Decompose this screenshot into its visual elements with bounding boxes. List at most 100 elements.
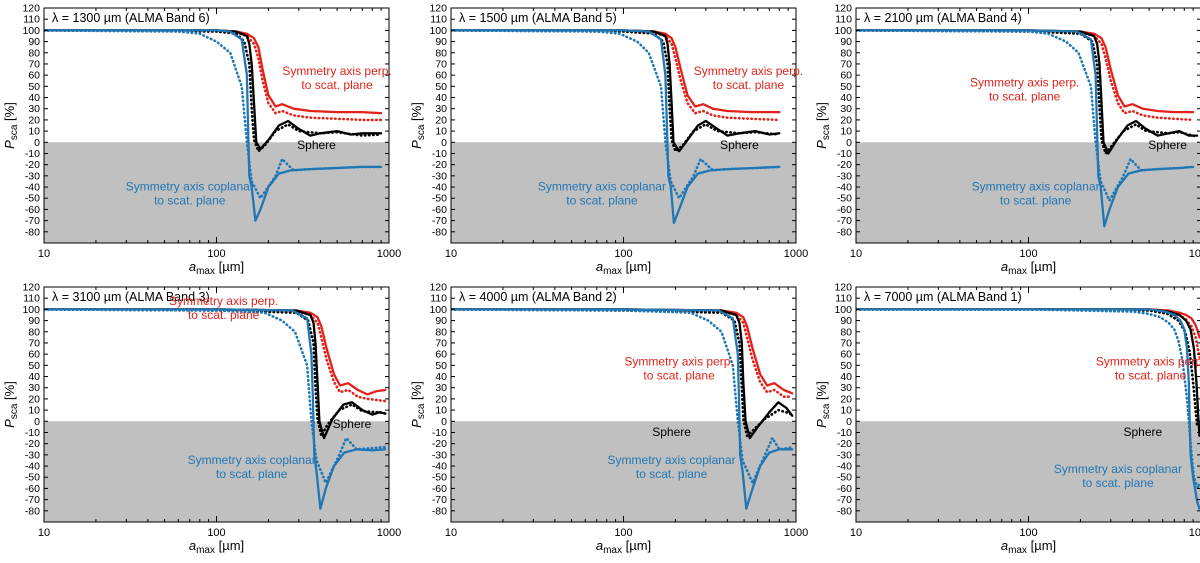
y-tick-label: 80 [840, 326, 852, 338]
y-tick-label: -80 [837, 505, 852, 517]
series-coplanar-dotted [856, 29, 1195, 202]
y-tick-label: 30 [435, 382, 447, 394]
y-tick-label: -40 [25, 182, 40, 194]
y-tick-label: 10 [840, 405, 852, 417]
y-tick-label: -10 [432, 427, 447, 439]
y-tick-label: 30 [840, 103, 852, 115]
y-tick-label: -60 [25, 204, 40, 216]
y-tick-label: 50 [840, 360, 852, 372]
y-tick-label: -20 [25, 438, 40, 450]
panel-title: λ = 1300 µm (ALMA Band 6) [52, 11, 210, 25]
negative-region-shade [451, 142, 796, 243]
series-group [856, 29, 1199, 228]
y-tick-label: -10 [432, 148, 447, 160]
x-tick-label: 1000 [1189, 248, 1200, 260]
y-tick-label: 100 [22, 25, 40, 37]
label-perp: Symmetry axis perp. to scat. plane [970, 75, 1079, 103]
y-tick-label: 50 [28, 360, 40, 372]
label-sphere: Sphere [1148, 138, 1187, 152]
y-tick-label: 70 [840, 337, 852, 349]
label-sphere: Sphere [297, 138, 336, 152]
y-tick-label: 10 [435, 405, 447, 417]
y-tick-label: -30 [837, 449, 852, 461]
y-axis-label: Psca [%] [409, 381, 427, 428]
panel-3: -80-70-60-50-40-30-20-100102030405060708… [814, 3, 1200, 277]
y-tick-label: -50 [25, 193, 40, 205]
y-tick-label: 30 [840, 382, 852, 394]
y-tick-label: 90 [435, 315, 447, 327]
x-tick-label: 1000 [784, 527, 808, 539]
series-coplanar-dotted [44, 308, 387, 485]
y-tick-label: -40 [837, 182, 852, 194]
y-tick-label: 60 [435, 349, 447, 361]
y-tick-label: -60 [432, 204, 447, 216]
y-tick-label: 40 [28, 371, 40, 383]
y-axis-label: Psca [%] [814, 102, 832, 149]
y-tick-label: -70 [25, 215, 40, 227]
y-axis-label: Psca [%] [409, 102, 427, 149]
negative-region-shade [856, 421, 1200, 522]
y-tick-label: -20 [837, 159, 852, 171]
y-tick-label: -50 [432, 193, 447, 205]
y-tick-label: -30 [837, 170, 852, 182]
panel-title: λ = 7000 µm (ALMA Band 1) [864, 290, 1022, 304]
y-tick-label: 0 [846, 416, 852, 428]
y-tick-label: 70 [435, 337, 447, 349]
y-tick-label: 0 [846, 137, 852, 149]
y-tick-label: -70 [837, 494, 852, 506]
y-tick-label: 100 [834, 304, 852, 316]
series-coplanar-solid [44, 308, 387, 510]
series-group [451, 308, 794, 510]
y-tick-label: -70 [432, 215, 447, 227]
y-tick-label: -70 [25, 494, 40, 506]
y-axis-label: Psca [%] [814, 381, 832, 428]
y-tick-label: -10 [25, 148, 40, 160]
y-tick-label: 90 [435, 36, 447, 48]
series-sphere-solid [44, 308, 387, 440]
x-axis-label: amax [µm] [596, 538, 651, 556]
panel-title: λ = 4000 µm (ALMA Band 2) [459, 290, 617, 304]
series-perp-dotted [856, 308, 1200, 359]
y-tick-label: 30 [435, 103, 447, 115]
y-tick-label: -40 [432, 461, 447, 473]
label-coplanar: Symmetry axis coplanar to scat. plane [1054, 462, 1182, 490]
y-tick-label: 120 [834, 282, 852, 294]
y-tick-label: 20 [435, 114, 447, 126]
series-group [44, 29, 383, 222]
y-tick-label: -20 [837, 438, 852, 450]
y-tick-label: 110 [430, 293, 447, 305]
series-coplanar-dotted [856, 308, 1200, 490]
x-axis-label: amax [µm] [189, 538, 244, 556]
y-tick-label: 50 [28, 81, 40, 93]
x-tick-label: 100 [207, 527, 225, 539]
x-tick-label: 10 [38, 527, 50, 539]
negative-region-shade [451, 421, 796, 522]
y-tick-label: 50 [435, 81, 447, 93]
x-tick-label: 10 [445, 527, 457, 539]
y-tick-label: -60 [432, 483, 447, 495]
series-perp-solid [44, 308, 387, 396]
y-tick-label: -20 [25, 159, 40, 171]
y-tick-label: 80 [840, 47, 852, 59]
y-tick-label: -30 [25, 170, 40, 182]
y-tick-label: 0 [34, 137, 40, 149]
y-tick-label: -80 [837, 226, 852, 238]
label-perp: Symmetry axis perp. to scat. plane [282, 64, 391, 92]
y-tick-label: -30 [25, 449, 40, 461]
y-tick-label: 100 [429, 304, 447, 316]
y-tick-label: -30 [432, 449, 447, 461]
series-group [451, 29, 781, 225]
y-tick-label: 60 [840, 70, 852, 82]
x-tick-label: 100 [1019, 527, 1037, 539]
y-tick-label: 120 [22, 3, 40, 15]
y-tick-label: 120 [429, 282, 447, 294]
y-tick-label: 10 [840, 126, 852, 138]
label-perp: Symmetry axis perp. to scat. plane [1096, 354, 1200, 382]
x-tick-label: 1000 [377, 248, 401, 260]
y-tick-label: 90 [28, 36, 40, 48]
y-tick-label: 50 [435, 360, 447, 372]
series-sphere-solid [451, 308, 794, 440]
y-tick-label: -60 [837, 483, 852, 495]
x-axis-label: amax [µm] [1001, 538, 1056, 556]
